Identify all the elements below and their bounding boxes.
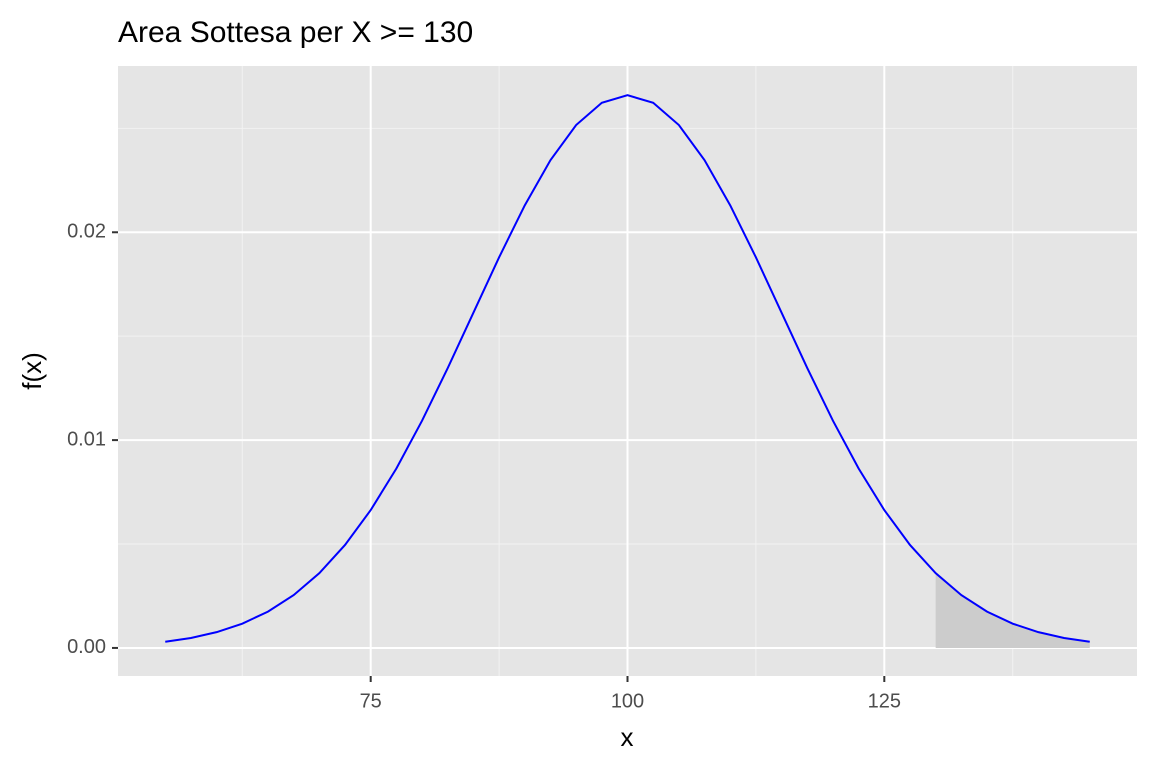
x-axis-label: x xyxy=(621,722,634,752)
y-axis-label: f(x) xyxy=(17,352,47,390)
density-line xyxy=(165,94,1090,643)
chart-title: Area Sottesa per X >= 130 xyxy=(118,16,473,49)
y-tick-label: 0.01 xyxy=(67,428,106,450)
y-tick-label: 0.00 xyxy=(67,636,106,658)
x-tick-label: 125 xyxy=(868,690,901,712)
y-tick-label: 0.02 xyxy=(67,221,106,243)
shaded-area xyxy=(935,573,1090,648)
x-tick-label: 100 xyxy=(611,690,644,712)
x-tick-label: 75 xyxy=(360,690,382,712)
